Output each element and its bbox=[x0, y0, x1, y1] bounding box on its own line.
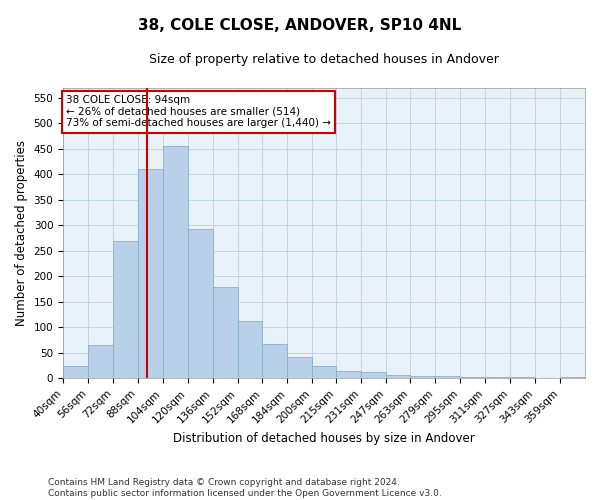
Bar bbox=[212, 286, 238, 378]
X-axis label: Distribution of detached houses by size in Andover: Distribution of detached houses by size … bbox=[173, 432, 475, 445]
Bar bbox=[560, 377, 585, 378]
Bar bbox=[287, 356, 313, 378]
Text: 38 COLE CLOSE: 94sqm
← 26% of detached houses are smaller (514)
73% of semi-deta: 38 COLE CLOSE: 94sqm ← 26% of detached h… bbox=[66, 95, 331, 128]
Bar bbox=[113, 240, 138, 378]
Text: Contains HM Land Registry data © Crown copyright and database right 2024.
Contai: Contains HM Land Registry data © Crown c… bbox=[48, 478, 442, 498]
Bar bbox=[262, 344, 287, 378]
Bar bbox=[410, 376, 436, 378]
Bar bbox=[460, 377, 485, 378]
Bar bbox=[163, 146, 188, 378]
Bar bbox=[386, 376, 410, 378]
Bar bbox=[436, 376, 460, 378]
Bar bbox=[138, 169, 163, 378]
Title: Size of property relative to detached houses in Andover: Size of property relative to detached ho… bbox=[149, 52, 499, 66]
Text: 38, COLE CLOSE, ANDOVER, SP10 4NL: 38, COLE CLOSE, ANDOVER, SP10 4NL bbox=[139, 18, 461, 32]
Bar bbox=[313, 366, 335, 378]
Bar bbox=[188, 229, 212, 378]
Y-axis label: Number of detached properties: Number of detached properties bbox=[15, 140, 28, 326]
Bar bbox=[63, 366, 88, 378]
Bar bbox=[88, 346, 113, 378]
Bar bbox=[238, 321, 262, 378]
Bar bbox=[335, 371, 361, 378]
Bar bbox=[361, 372, 386, 378]
